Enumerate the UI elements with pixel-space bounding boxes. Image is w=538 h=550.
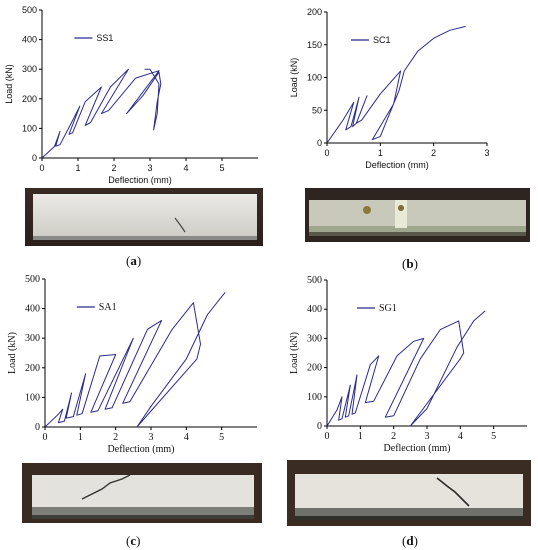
- y-tick-label: 0: [35, 422, 40, 433]
- beam-photo-c: [22, 463, 262, 523]
- series-line: [41, 68, 162, 159]
- y-tick-label: 300: [307, 333, 322, 344]
- y-tick-label: 400: [22, 35, 37, 45]
- x-tick-label: 5: [219, 163, 224, 173]
- y-tick-label: 150: [307, 40, 322, 50]
- y-tick-label: 0: [317, 138, 322, 148]
- y-axis-label: Load (kN): [289, 58, 299, 98]
- x-axis-label: Deflection (mm): [365, 160, 429, 170]
- chart-panel-b: 0 1 2 3 0 50 100 150 200 Deflection (mm) Load (kN)…: [289, 7, 490, 170]
- x-axis-label: Deflection (mm): [384, 443, 451, 454]
- series-line: [326, 310, 486, 427]
- caption-b: (b): [402, 256, 418, 271]
- x-tick-label: 5: [219, 432, 224, 443]
- y-tick-label: 100: [307, 392, 322, 403]
- y-tick-label: 200: [307, 363, 322, 374]
- y-axis-label: Load (kN): [4, 64, 14, 104]
- chart-panel-a: 0 1 2 3 4 5 0 100 200 300 400 500 Deflection (mm) Loa…: [4, 5, 258, 185]
- caption-a: (a): [126, 253, 142, 268]
- caption-d: (d): [402, 533, 418, 548]
- beam-photo-a: [25, 188, 263, 246]
- y-tick-label: 300: [25, 333, 40, 344]
- legend-label: SG1: [379, 303, 397, 314]
- beam-photo-d: [287, 460, 531, 526]
- y-tick-label: 500: [22, 5, 37, 15]
- x-tick-label: 1: [78, 432, 83, 443]
- x-tick-label: 4: [458, 431, 463, 442]
- x-tick-label: 2: [431, 148, 436, 158]
- y-axis-label: Load (kN): [289, 332, 300, 374]
- x-tick-label: 1: [75, 163, 80, 173]
- x-tick-label: 0: [39, 163, 44, 173]
- x-tick-label: 2: [391, 431, 396, 442]
- y-tick-label: 200: [25, 363, 40, 374]
- x-tick-label: 2: [113, 432, 118, 443]
- chart-panel-c: 0 1 2 3 4 5 0 100 200 300 400 500 Deflection (mm) Loa…: [7, 274, 257, 455]
- x-tick-label: 3: [149, 432, 154, 443]
- x-tick-label: 0: [43, 432, 48, 443]
- x-tick-label: 4: [184, 432, 189, 443]
- chart-panel-d: 0 1 2 3 4 5 0 100 200 300 400 500 Deflection (mm) Loa…: [289, 275, 527, 454]
- x-axis-label: Deflection (mm): [108, 444, 175, 455]
- y-tick-label: 500: [25, 274, 40, 285]
- y-tick-label: 200: [307, 7, 322, 17]
- series-line: [44, 291, 226, 428]
- y-axis-label: Load (kN): [7, 332, 18, 374]
- x-tick-label: 3: [425, 431, 430, 442]
- x-tick-label: 3: [147, 163, 152, 173]
- x-tick-label: 1: [378, 148, 383, 158]
- series-line: [326, 25, 466, 144]
- y-tick-label: 50: [312, 105, 322, 115]
- caption-c: (c): [126, 533, 141, 548]
- y-tick-label: 100: [307, 73, 322, 83]
- y-tick-label: 0: [32, 153, 37, 163]
- legend-label: SS1: [96, 33, 113, 43]
- y-tick-label: 400: [25, 304, 40, 315]
- y-tick-label: 300: [22, 64, 37, 74]
- x-tick-label: 3: [484, 148, 489, 158]
- y-tick-label: 100: [25, 392, 40, 403]
- x-axis-label: Deflection (mm): [108, 175, 172, 185]
- x-tick-label: 0: [325, 431, 330, 442]
- x-tick-label: 4: [183, 163, 188, 173]
- y-tick-label: 0: [317, 421, 322, 432]
- legend-label: SA1: [99, 302, 117, 313]
- beam-photo-b: [305, 188, 530, 242]
- x-tick-label: 2: [111, 163, 116, 173]
- y-tick-label: 100: [22, 123, 37, 133]
- legend-label: SC1: [373, 35, 391, 45]
- x-tick-label: 0: [324, 148, 329, 158]
- y-tick-label: 500: [307, 275, 322, 286]
- y-tick-label: 400: [307, 304, 322, 315]
- y-tick-label: 200: [22, 94, 37, 104]
- x-tick-label: 5: [491, 431, 496, 442]
- x-tick-label: 1: [358, 431, 363, 442]
